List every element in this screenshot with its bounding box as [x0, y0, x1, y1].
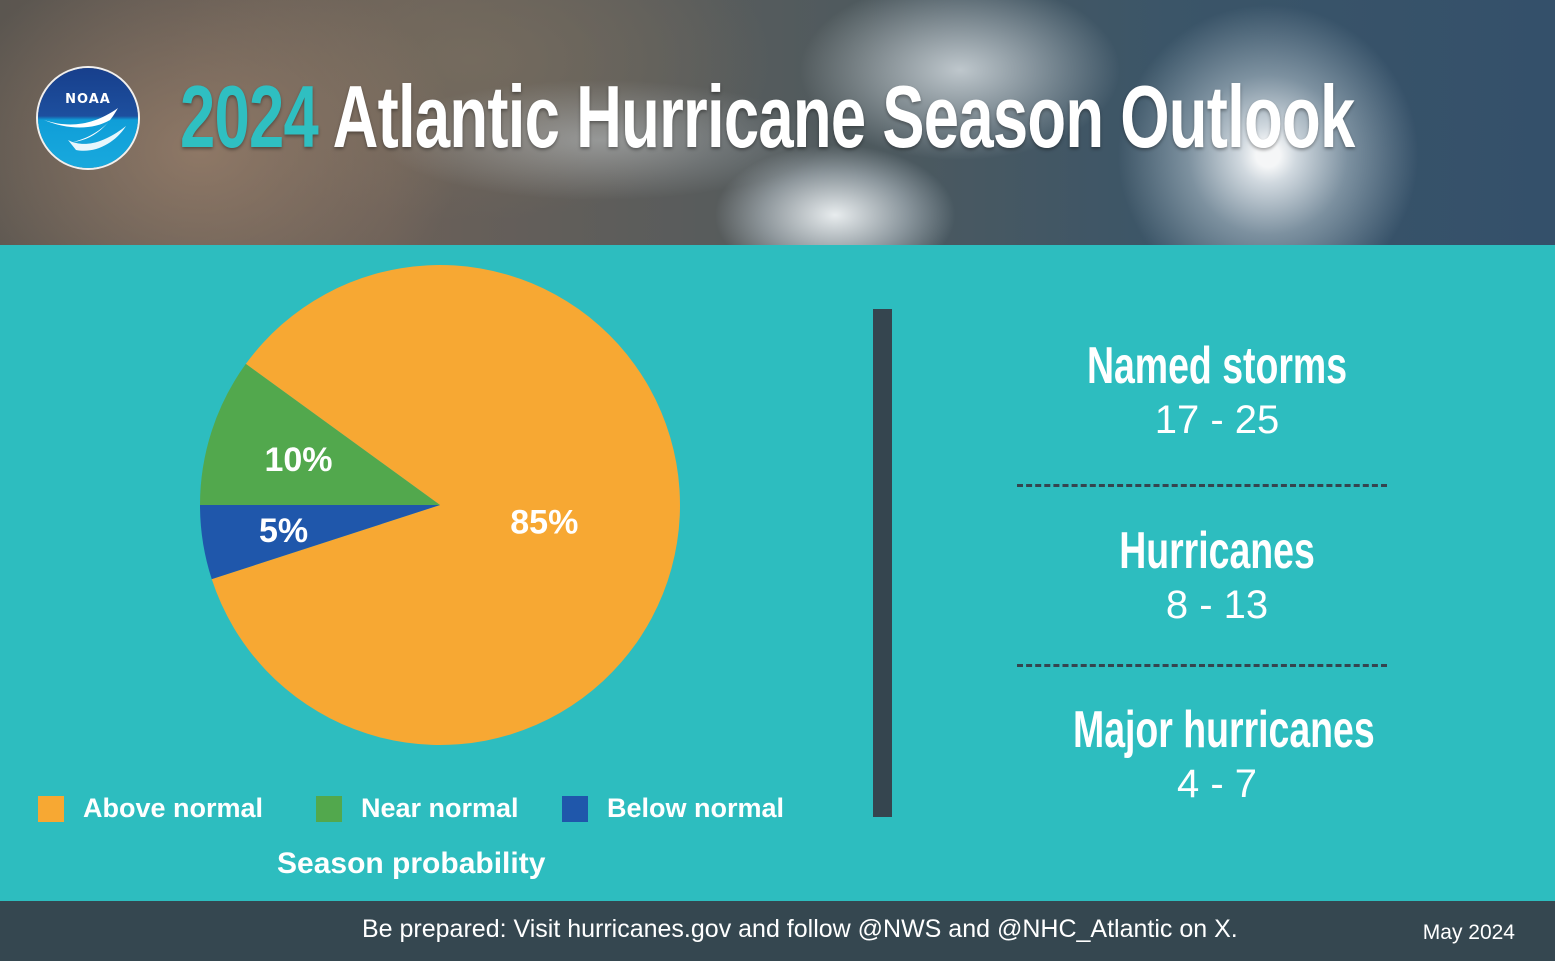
legend-item-above-normal: Above normal	[38, 793, 263, 824]
legend-swatch-below-normal	[562, 795, 588, 822]
footer-message: Be prepared: Visit hurricanes.gov and fo…	[362, 915, 1238, 943]
title-text: Atlantic Hurricane Season Outlook	[332, 67, 1356, 166]
stat-value: 8 - 13	[1165, 583, 1269, 627]
legend-label-near-normal: Near normal	[361, 793, 519, 823]
dashed-separator	[1017, 664, 1387, 667]
stat-hurricanes: Hurricanes 8 - 13	[1017, 521, 1417, 629]
vertical-divider	[873, 309, 892, 817]
stat-value: 4 - 7	[1176, 762, 1258, 806]
noaa-bird-icon	[44, 108, 126, 151]
pie-slice-below-normal	[200, 505, 440, 580]
noaa-logo: NOAA	[38, 68, 138, 168]
stat-value: 17 - 25	[1154, 398, 1280, 442]
legend-swatch-near-normal	[316, 795, 342, 822]
pie-label-above-normal: 85%	[510, 504, 578, 542]
title-year: 2024	[180, 67, 319, 166]
pie-label-below-normal: 5%	[259, 512, 308, 550]
pie-slice-above-normal	[211, 265, 680, 745]
dashed-separator	[1017, 484, 1387, 487]
stat-label: Hurricanes	[1119, 522, 1315, 580]
legend-item-below-normal: Below normal	[562, 793, 784, 824]
footer-date: May 2024	[1422, 921, 1515, 944]
logo-text: NOAA	[65, 92, 111, 107]
pie-label-near-normal: 10%	[264, 441, 332, 479]
stat-named-storms: Named storms 17 - 25	[1017, 336, 1417, 444]
header-banner: NOAA 2024 Atlantic Hurricane Season Outl…	[0, 0, 1555, 245]
season-probability-pie-chart: 85% 10% 5%	[200, 265, 680, 745]
legend-item-near-normal: Near normal	[316, 793, 519, 824]
legend-label-above-normal: Above normal	[83, 793, 264, 823]
stat-label: Named storms	[1086, 337, 1348, 395]
legend-swatch-above-normal	[38, 795, 64, 822]
chart-legend: Above normal Near normal Below normal	[38, 793, 798, 827]
chart-subtitle: Season probability	[277, 847, 546, 880]
page-title: 2024 Atlantic Hurricane Season Outlook	[180, 62, 1355, 172]
legend-label-below-normal: Below normal	[607, 793, 785, 823]
pie-slice-near-normal	[200, 363, 440, 505]
stat-label: Major hurricanes	[1073, 701, 1375, 759]
stat-major-hurricanes: Major hurricanes 4 - 7	[1017, 700, 1417, 808]
footer-bar: Be prepared: Visit hurricanes.gov and fo…	[0, 901, 1555, 961]
